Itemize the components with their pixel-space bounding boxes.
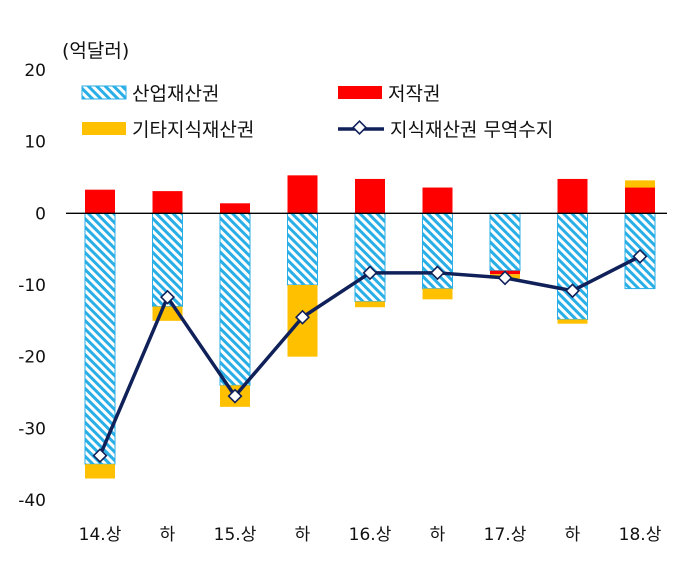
industrial-property-bar <box>557 212 588 320</box>
legend-label-copyright: 저작권 <box>388 83 440 105</box>
legend: 산업재산권 저작권 기타지식재산권 지식재산권 무역수지 <box>81 83 553 141</box>
legend-swatch-industrial-property <box>81 85 127 100</box>
ip-trade-balance-point <box>632 248 648 264</box>
industrial-property-bar <box>287 212 318 286</box>
copyright-bar <box>85 189 115 214</box>
ip-trade-balance-point <box>497 270 513 286</box>
ip-trade-balance-point <box>295 309 310 325</box>
ip-trade-balance-point <box>565 283 580 299</box>
industrial-property-bar <box>354 212 386 302</box>
x-category-label: 16.상 <box>349 525 392 545</box>
copyright-bar <box>557 178 588 214</box>
x-category-label: 하 <box>430 525 446 545</box>
x-category-label: 17.상 <box>484 525 527 545</box>
ip-trade-balance-point <box>92 448 108 464</box>
y-tick-label: -40 <box>18 491 46 511</box>
other-ip-bar <box>355 301 385 308</box>
x-category-label: 18.상 <box>619 525 662 545</box>
y-tick-label: 10 <box>24 133 46 153</box>
legend-swatch-other-ip <box>82 122 126 135</box>
ip-trade-balance-point <box>362 265 378 281</box>
y-tick-label: 0 <box>35 204 46 224</box>
other-ip-bar <box>85 464 115 479</box>
y-tick-label: 20 <box>24 61 46 81</box>
x-category-label: 하 <box>565 525 581 545</box>
legend-marker-ip-trade-balance <box>352 120 367 135</box>
copyright-bar <box>355 178 385 214</box>
x-category-label: 하 <box>295 525 311 545</box>
ip-trade-balance-point <box>160 289 175 305</box>
ip-trade-balance-point <box>430 265 445 281</box>
industrial-property-bar <box>489 212 521 272</box>
industrial-property-bar <box>84 212 116 465</box>
copyright-bar <box>625 187 655 214</box>
y-tick-label: -20 <box>18 348 46 368</box>
copyright-bar <box>152 191 183 214</box>
industrial-property-bar <box>219 212 251 386</box>
legend-swatch-copyright <box>338 86 382 99</box>
y-tick-label: -10 <box>18 276 46 296</box>
other-ip-bar <box>422 288 453 300</box>
y-axis-unit-label: (억달러) <box>62 40 129 62</box>
legend-label-ip-trade-balance: 지식재산권 무역수지 <box>390 119 553 141</box>
other-ip-bar <box>625 180 655 188</box>
copyright-bar <box>287 175 318 214</box>
other-ip-bar <box>557 319 588 324</box>
x-category-label: 15.상 <box>214 525 257 545</box>
ip-trade-balance-point <box>227 388 243 404</box>
legend-label-industrial-property: 산업재산권 <box>132 83 219 105</box>
copyright-bar <box>422 187 453 214</box>
x-category-label: 하 <box>160 525 176 545</box>
x-category-label: 14.상 <box>79 525 122 545</box>
copyright-bar <box>220 203 250 214</box>
legend-label-other-ip: 기타지식재산권 <box>132 119 254 141</box>
y-tick-label: -30 <box>18 419 46 439</box>
